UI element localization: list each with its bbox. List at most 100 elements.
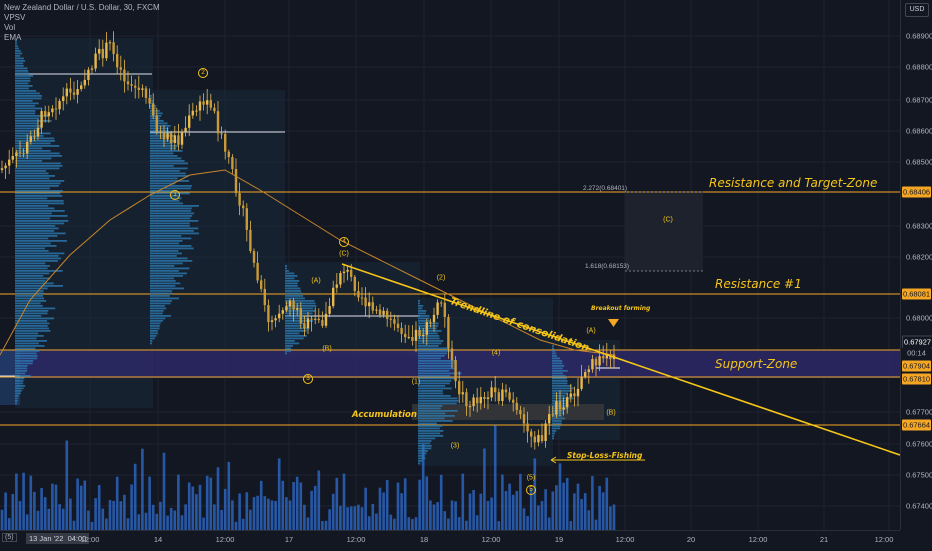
candle-body (202, 101, 205, 105)
volume-profile-bar (15, 57, 24, 60)
volume-profile-bar (150, 322, 161, 325)
volume-bar (317, 470, 321, 530)
candle-body (148, 97, 151, 104)
candle-body (47, 112, 50, 117)
volume-bar (346, 507, 349, 530)
volume-bar (29, 475, 33, 530)
price-label: 0.67400 (906, 501, 932, 511)
candle-body (180, 131, 184, 145)
volume-bar (400, 493, 403, 530)
chart-area[interactable]: New Zealand Dollar / U.S. Dollar, 30, FX… (0, 0, 900, 530)
volume-bar (591, 476, 594, 530)
volume-profile-bar (15, 107, 43, 110)
volume-bar (342, 473, 346, 530)
volume-bar (414, 517, 418, 530)
candle-body (461, 392, 464, 395)
volume-profile-bar (418, 400, 459, 402)
candle-body (76, 88, 79, 95)
candle-body (321, 320, 324, 326)
volume-profile-bar (150, 167, 188, 170)
volume-profile-bar (418, 340, 444, 342)
indicator-vpsv[interactable]: VPSV (4, 13, 26, 22)
candle-body (263, 288, 266, 306)
candle-body (584, 372, 587, 377)
volume-profile-bar (418, 450, 428, 452)
candle-body (105, 42, 108, 59)
volume-bar (321, 521, 324, 530)
volume-profile-bar (15, 392, 21, 395)
volume-bar (126, 518, 130, 530)
volume-bar (213, 504, 216, 530)
volume-bar (443, 511, 447, 530)
candle-body (414, 329, 418, 341)
candle-body (486, 397, 490, 399)
volume-profile-bar (15, 127, 41, 130)
volume-profile-bar (15, 75, 34, 77)
volume-profile-bar (552, 432, 556, 435)
volume-profile-bar (15, 322, 50, 325)
volume-profile-bar (15, 202, 64, 205)
candle-body (231, 156, 234, 170)
volume-profile-bar (15, 360, 34, 362)
volume-profile-bar (15, 80, 31, 82)
candle-body (119, 67, 122, 70)
volume-profile-bar (150, 335, 157, 337)
volume-profile-bar (552, 350, 556, 352)
volume-bar (565, 477, 569, 530)
volume-profile-bar (285, 337, 304, 340)
volume-profile-histograms (15, 40, 574, 465)
candle-body (389, 318, 392, 320)
candle-body (170, 133, 173, 144)
time-label: 12:00 (748, 535, 768, 544)
candle-body (4, 165, 7, 169)
volume-bar (349, 506, 353, 530)
wave-b-right-label: (B) (606, 409, 616, 417)
volume-profile-bar (15, 112, 36, 115)
volume-bar (411, 519, 414, 530)
candle-body (227, 151, 230, 157)
symbol-title[interactable]: New Zealand Dollar / U.S. Dollar, 30, FX… (4, 3, 160, 12)
volume-bar (598, 485, 601, 530)
volume-bar (234, 521, 238, 530)
candle-body (224, 133, 227, 152)
volume-bar (533, 458, 537, 530)
volume-profile-bar (150, 95, 152, 97)
volume-bar (335, 477, 339, 530)
chart-legend: New Zealand Dollar / U.S. Dollar, 30, FX… (4, 3, 160, 43)
volume-profile-bar (418, 372, 462, 375)
wave-2-label: 2 (198, 68, 208, 78)
volume-bar (526, 516, 529, 530)
wave-4-minor-label: (4) (491, 349, 501, 357)
volume-profile-bar (418, 355, 445, 357)
indicator-ema[interactable]: EMA (4, 33, 22, 42)
candle-body (26, 141, 29, 154)
price-axis[interactable]: USD 0.68900 0.68800 0.68700 0.68600 0.68… (900, 0, 932, 530)
volume-profile-bar (15, 162, 61, 165)
candle-body (479, 396, 482, 404)
candle-body (195, 110, 198, 112)
currency-button[interactable]: USD (905, 3, 929, 17)
time-axis[interactable]: (5) 13 Jan '22 04:00 12:00 14 12:00 17 1… (0, 530, 900, 551)
volume-profile-bar (418, 425, 443, 427)
candle-body (173, 135, 176, 144)
indicator-vol[interactable]: Vol (4, 23, 16, 32)
volume-bar (393, 518, 396, 530)
volume-profile-bar (418, 317, 430, 320)
volume-profile-bar (418, 300, 420, 302)
volume-bar (69, 498, 72, 530)
volume-profile-bar (15, 377, 25, 380)
volume-bar (371, 503, 375, 530)
candle-body (98, 48, 101, 54)
candle-body (353, 276, 356, 291)
volume-bar (339, 505, 342, 530)
candle-body (378, 309, 382, 315)
volume-bar (472, 489, 475, 530)
volume-profile-bar (15, 402, 17, 405)
volume-profile-bar (418, 325, 439, 327)
volume-profile-bar (418, 437, 436, 440)
volume-profile-bar (150, 290, 172, 292)
volume-profile-bar (150, 305, 165, 307)
price-chart[interactable] (0, 0, 900, 530)
volume-profile-bar (150, 262, 183, 265)
candle-body (335, 284, 338, 288)
